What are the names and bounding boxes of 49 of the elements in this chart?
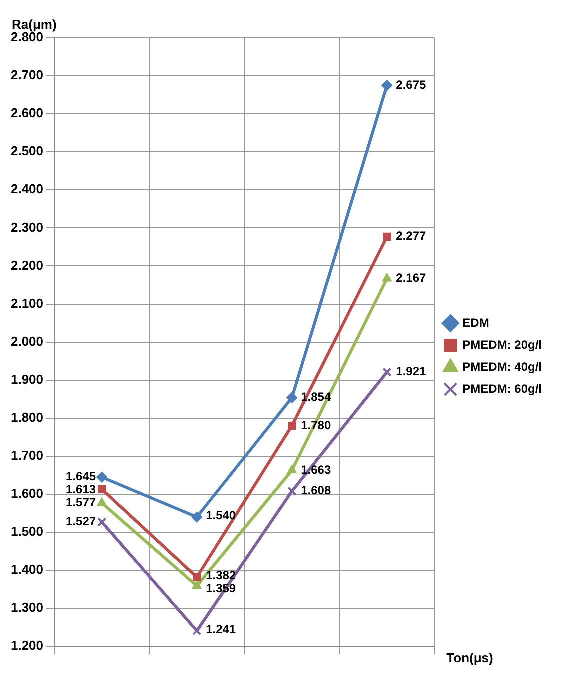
point bbox=[287, 464, 297, 474]
data-label: 1.540 bbox=[206, 508, 236, 523]
point bbox=[193, 573, 202, 582]
point bbox=[192, 626, 202, 636]
y-tick-label: 2.300 bbox=[10, 220, 44, 235]
y-tick-label: 1.600 bbox=[10, 486, 44, 502]
data-label: 1.241 bbox=[206, 622, 236, 636]
point bbox=[288, 486, 297, 496]
data-label: 2.277 bbox=[396, 229, 426, 244]
point bbox=[192, 580, 202, 590]
data-label: 2.167 bbox=[396, 271, 426, 286]
point bbox=[382, 273, 392, 282]
point bbox=[98, 485, 106, 494]
y-tick-label: 2.200 bbox=[10, 258, 44, 273]
y-tick-label: 1.200 bbox=[10, 638, 44, 654]
legend-label: PMEDM: 20g/l bbox=[462, 338, 542, 352]
y-tick-label: 2.100 bbox=[10, 296, 44, 311]
y-tick-label: 1.400 bbox=[10, 562, 44, 578]
y-tick-label: 2.600 bbox=[10, 106, 44, 121]
y-tick-label: 1.800 bbox=[10, 410, 44, 425]
y-tick-label: 1.700 bbox=[10, 448, 44, 463]
y-tick-label: 2.400 bbox=[10, 182, 44, 197]
y-tick-label: 2.500 bbox=[10, 144, 44, 159]
data-label: 2.675 bbox=[396, 78, 426, 92]
point bbox=[96, 472, 108, 483]
point bbox=[382, 368, 392, 377]
data-label: 1.613 bbox=[66, 482, 96, 496]
data-label: 1.608 bbox=[301, 484, 332, 498]
y-tick-label: 2.700 bbox=[10, 68, 44, 83]
data-label: 1.921 bbox=[396, 364, 426, 379]
point bbox=[286, 392, 298, 404]
point bbox=[288, 422, 296, 430]
point bbox=[382, 80, 393, 92]
point bbox=[98, 518, 107, 527]
data-label: 1.527 bbox=[66, 514, 96, 528]
legend-label: PMEDM: 60g/l bbox=[462, 382, 542, 396]
y-tick-label: 2.000 bbox=[10, 334, 44, 349]
data-label: 1.645 bbox=[66, 469, 96, 484]
y-axis-title: Ra(μm) bbox=[12, 17, 57, 32]
point bbox=[192, 512, 203, 523]
y-tick-label: 1.900 bbox=[10, 372, 44, 387]
data-label: 1.577 bbox=[66, 495, 96, 510]
legend-label: PMEDM: 40g/l bbox=[462, 360, 542, 374]
legend-label: EDM bbox=[462, 316, 490, 330]
y-tick-label: 1.300 bbox=[10, 600, 44, 616]
y-tick-label: 1.500 bbox=[10, 524, 44, 540]
x-axis-title: Ton(μs) bbox=[446, 650, 494, 666]
point bbox=[97, 498, 107, 506]
point bbox=[383, 232, 392, 241]
